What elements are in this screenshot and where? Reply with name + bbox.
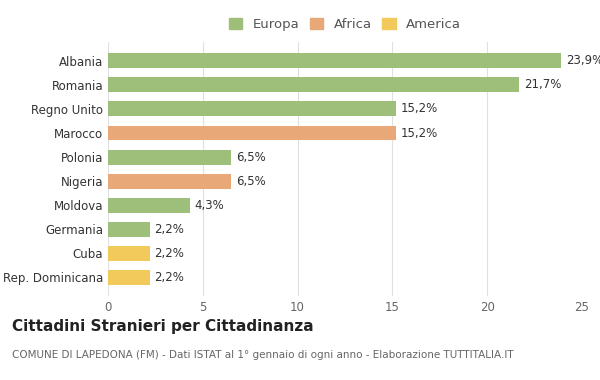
Bar: [108, 150, 231, 165]
Text: Cittadini Stranieri per Cittadinanza: Cittadini Stranieri per Cittadinanza: [12, 319, 314, 334]
Text: 2,2%: 2,2%: [154, 223, 184, 236]
Bar: [108, 246, 150, 261]
Bar: [108, 198, 190, 213]
Bar: [108, 270, 150, 285]
Bar: [108, 101, 396, 116]
Text: 4,3%: 4,3%: [194, 199, 224, 212]
Text: COMUNE DI LAPEDONA (FM) - Dati ISTAT al 1° gennaio di ogni anno - Elaborazione T: COMUNE DI LAPEDONA (FM) - Dati ISTAT al …: [12, 350, 514, 359]
Text: 15,2%: 15,2%: [401, 127, 438, 139]
Text: 6,5%: 6,5%: [236, 150, 266, 163]
Bar: [108, 174, 231, 188]
Text: 15,2%: 15,2%: [401, 103, 438, 116]
Text: 6,5%: 6,5%: [236, 175, 266, 188]
Text: 21,7%: 21,7%: [524, 78, 562, 92]
Legend: Europa, Africa, America: Europa, Africa, America: [226, 15, 464, 33]
Text: 23,9%: 23,9%: [566, 54, 600, 67]
Text: 2,2%: 2,2%: [154, 247, 184, 260]
Bar: [108, 53, 561, 68]
Bar: [108, 125, 396, 141]
Bar: [108, 222, 150, 237]
Text: 2,2%: 2,2%: [154, 271, 184, 284]
Bar: [108, 78, 520, 92]
